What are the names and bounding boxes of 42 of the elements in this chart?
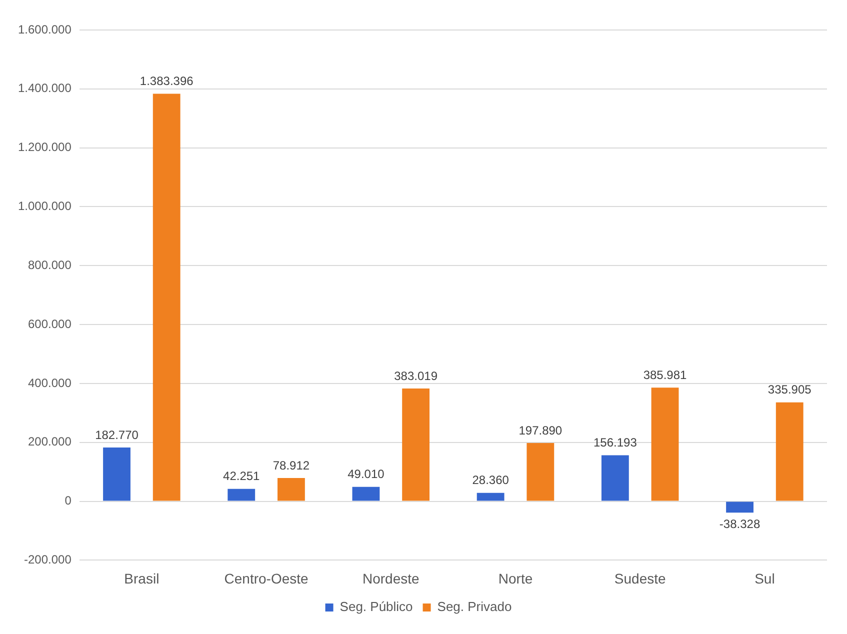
y-tick-label: 1.600.000	[18, 22, 72, 36]
bar	[776, 402, 804, 501]
y-tick-label: 1.200.000	[18, 140, 72, 154]
y-tick-label: 200.000	[28, 434, 72, 449]
data-label: 49.010	[348, 467, 385, 482]
data-label: -38.328	[719, 516, 760, 531]
bar	[651, 388, 679, 501]
legend-label: Seg. Privado	[437, 599, 512, 614]
bar	[402, 388, 430, 501]
bar	[278, 478, 305, 501]
legend-label: Seg. Público	[340, 599, 413, 614]
data-label: 182.770	[95, 428, 139, 442]
data-label: 156.193	[593, 436, 638, 450]
bar	[726, 502, 754, 513]
bar	[476, 492, 504, 501]
data-label: 385.981	[643, 368, 688, 382]
data-label: 383.019	[394, 368, 438, 383]
data-label: 28.360	[472, 473, 510, 488]
x-tick-label: Centro-Oeste	[224, 570, 309, 586]
bar	[152, 94, 180, 501]
x-tick-label: Nordeste	[362, 570, 420, 586]
y-tick-label: 400.000	[28, 376, 72, 390]
y-tick-label: 600.000	[28, 316, 72, 331]
x-tick-label: Sul	[754, 570, 775, 586]
y-tick-label: 800.000	[28, 258, 72, 272]
data-label: 42.251	[223, 469, 260, 484]
bar	[526, 443, 554, 501]
data-label: 335.905	[768, 382, 812, 397]
bar	[103, 447, 130, 501]
y-tick-label: 1.000.000	[18, 199, 72, 214]
bar	[352, 486, 380, 501]
bar	[228, 488, 256, 501]
bar	[601, 455, 629, 501]
y-tick-label: 1.400.000	[18, 81, 72, 96]
x-tick-label: Brasil	[124, 570, 160, 586]
data-label: 78.912	[272, 458, 310, 472]
data-label: 197.890	[518, 423, 562, 438]
x-tick-label: Sudeste	[614, 570, 666, 586]
x-tick-label: Norte	[498, 570, 533, 586]
y-tick-label: -200.000	[24, 552, 72, 567]
data-label: 1.383.396	[140, 74, 194, 88]
y-tick-label: 0	[64, 494, 72, 508]
